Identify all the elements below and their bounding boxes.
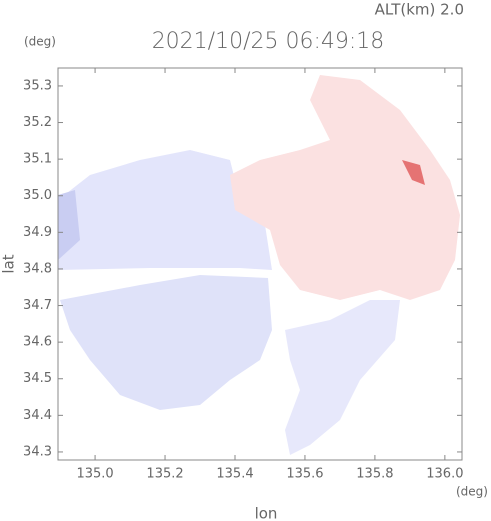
x-tick-label: 135.4 — [216, 467, 253, 482]
approaching-area — [60, 275, 272, 410]
receding-core — [402, 160, 425, 185]
approaching-area — [285, 300, 400, 455]
y-tick-label: 35.3 — [23, 78, 52, 93]
y-tick-label: 34.6 — [23, 335, 52, 350]
receding-area — [230, 75, 460, 300]
y-tick-label: 34.7 — [23, 298, 52, 313]
y-axis-title: lat — [0, 254, 18, 273]
x-tick-label: 136.0 — [426, 467, 463, 482]
approaching-area — [58, 150, 272, 270]
altitude-label: ALT(km) 2.0 — [375, 1, 464, 19]
y-tick-label: 34.9 — [23, 225, 52, 240]
chart-title: 2021/10/25 06:49:18 — [152, 29, 385, 54]
x-axis-title: lon — [255, 505, 278, 521]
approaching-core — [58, 190, 80, 260]
x-tick-label: 135.6 — [286, 467, 323, 482]
x-tick-label: 135.8 — [356, 467, 393, 482]
plot-frame — [57, 67, 463, 461]
y-tick-label: 35.1 — [23, 152, 52, 167]
y-unit: (deg) — [24, 35, 56, 49]
y-tick-label: 35.2 — [23, 115, 52, 130]
x-tick-label: 135.2 — [146, 467, 183, 482]
y-tick-label: 34.4 — [23, 408, 52, 423]
x-unit: (deg) — [456, 485, 488, 499]
y-tick-label: 34.5 — [23, 371, 52, 386]
y-tick-label: 34.8 — [23, 261, 52, 276]
x-tick-label: 135.0 — [76, 467, 113, 482]
y-tick-label: 35.0 — [23, 188, 52, 203]
radar-field — [58, 75, 460, 455]
y-tick-label: 34.3 — [23, 444, 52, 459]
